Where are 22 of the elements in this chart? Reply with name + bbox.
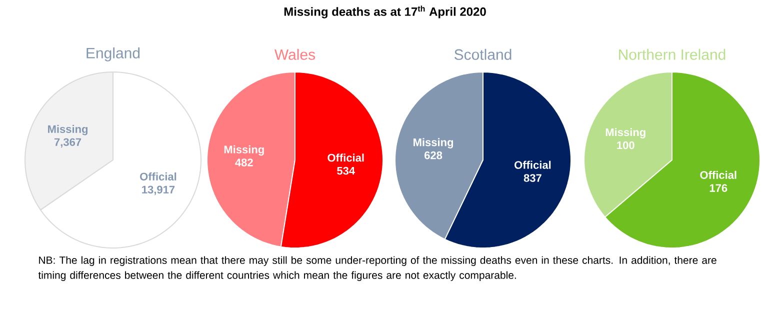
data-label: 100 [617, 141, 634, 150]
data-label: 628 [424, 151, 442, 160]
chart-title: Northern Ireland [619, 48, 726, 60]
data-label: 837 [524, 174, 542, 182]
slice-label: Missing [606, 128, 646, 138]
chart-title: Scotland [454, 48, 512, 60]
text: Missing deaths as at 17$^{th}$ April 2020 [284, 6, 486, 18]
slice-label: Missing [414, 138, 454, 148]
slice-label: Official [700, 170, 736, 179]
data-label: 482 [235, 158, 253, 166]
slice-label: Official [140, 172, 176, 181]
slice-label: Missing [224, 145, 264, 156]
data-label: 7,367 [54, 138, 82, 148]
data-label: 534 [337, 166, 355, 175]
chart-title: England [86, 47, 140, 62]
slice-label: Missing [48, 124, 88, 136]
slice-label: Official [514, 160, 551, 169]
chart-title: Wales [274, 48, 316, 60]
text: NB: The lag in registrations mean that there may still be some under-reporting of the missing deaths even in these charts. In addition, there are timing differences between the different countries which mean the figures are not exactly comparable. [38, 256, 716, 281]
data-label: 13,917 [142, 186, 175, 196]
data-label: 176 [710, 184, 728, 192]
slice-label: Official [328, 154, 364, 162]
